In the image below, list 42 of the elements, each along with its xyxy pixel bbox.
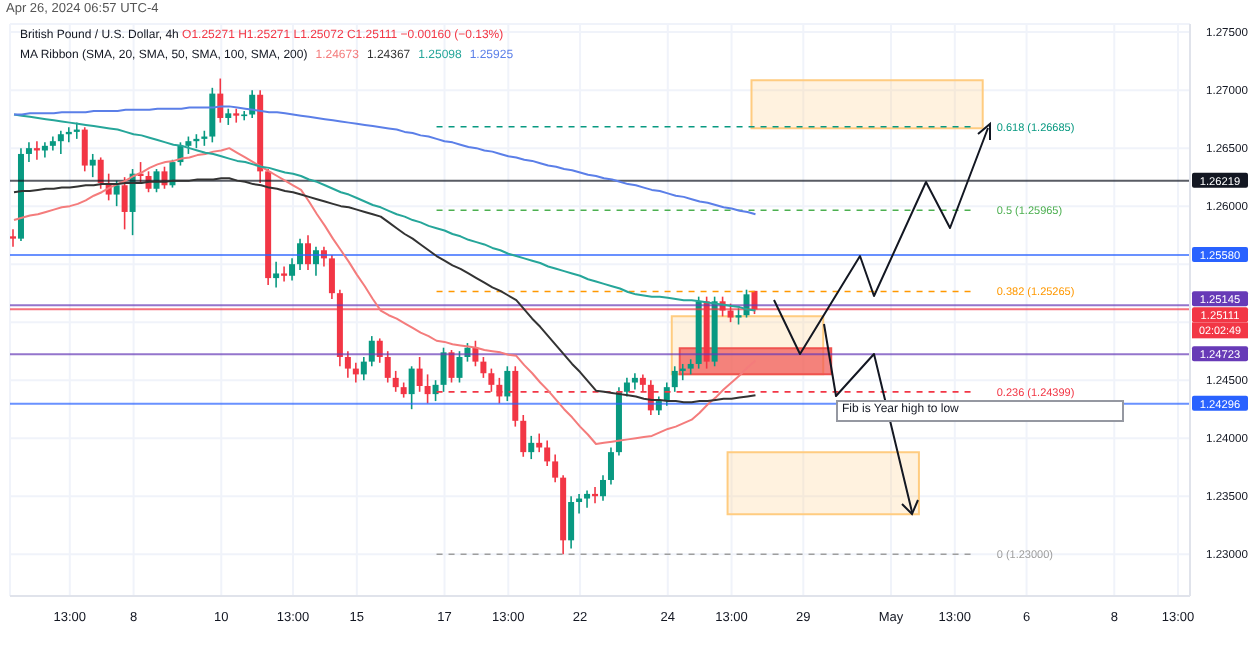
candlestick [448, 349, 455, 384]
candlestick [305, 234, 311, 271]
candlestick [121, 176, 128, 231]
candlestick [281, 265, 288, 283]
candlestick [57, 129, 64, 155]
candlestick [368, 335, 375, 368]
candlestick [217, 77, 224, 124]
candlestick [504, 365, 511, 402]
candlestick [552, 453, 559, 484]
candlestick [81, 126, 88, 173]
candlestick [360, 356, 367, 381]
candlestick [424, 373, 431, 405]
candlestick [273, 261, 280, 289]
candlestick [297, 237, 304, 271]
candlestick [392, 370, 399, 393]
candlestick [209, 87, 216, 144]
line-series [12, 147, 757, 446]
candlestick [328, 254, 335, 300]
candlestick [169, 158, 176, 189]
candlestick [607, 446, 614, 486]
candlestick [344, 350, 351, 379]
candlestick [600, 474, 606, 502]
candlestick [544, 439, 551, 467]
candlestick [671, 365, 678, 393]
candlestick [10, 228, 16, 248]
candlestick [520, 414, 527, 458]
candlestick [289, 257, 296, 282]
candlestick [440, 346, 447, 393]
candlestick [528, 435, 535, 460]
candlestick [113, 179, 120, 207]
candlestick [97, 156, 104, 190]
candlestick [25, 141, 32, 163]
candlestick [384, 350, 391, 384]
candlestick [241, 110, 248, 122]
candlestick [416, 356, 423, 393]
candlestick [480, 356, 487, 379]
candlestick [89, 153, 96, 178]
candlestick [408, 365, 415, 410]
candlestick [584, 489, 591, 509]
candlestick [568, 495, 575, 550]
candlestick [233, 107, 240, 124]
candlestick [456, 350, 463, 384]
